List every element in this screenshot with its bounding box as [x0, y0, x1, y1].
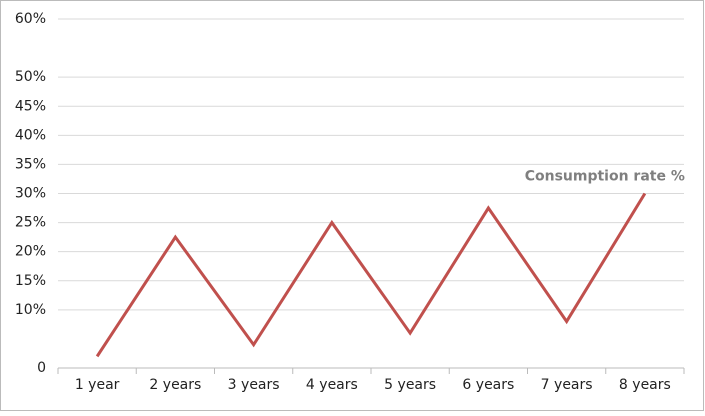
x-tick-label: 6 years — [462, 377, 514, 393]
series-label: Consumption rate % — [525, 169, 685, 185]
x-tick-label: 2 years — [149, 377, 201, 393]
x-tick-label: 5 years — [384, 377, 436, 393]
x-tick-label: 4 years — [306, 377, 358, 393]
y-tick-label: 40% — [15, 127, 46, 143]
x-tick-label: 3 years — [228, 377, 280, 393]
y-tick-label: 30% — [15, 186, 46, 202]
y-tick-label: 20% — [15, 244, 46, 260]
y-tick-label: 35% — [15, 156, 46, 172]
y-tick-label: 0 — [37, 360, 46, 376]
y-tick-label: 10% — [15, 302, 46, 318]
x-tick-label: 1 year — [75, 377, 120, 393]
x-tick-label: 8 years — [619, 377, 671, 393]
y-tick-label: 25% — [15, 215, 46, 231]
x-tick-label: 7 years — [541, 377, 593, 393]
series-line — [95, 192, 647, 358]
y-tick-label: 50% — [15, 69, 46, 85]
y-tick-label: 45% — [15, 98, 46, 114]
y-tick-label: 15% — [15, 273, 46, 289]
y-tick-label: 60% — [15, 11, 46, 27]
